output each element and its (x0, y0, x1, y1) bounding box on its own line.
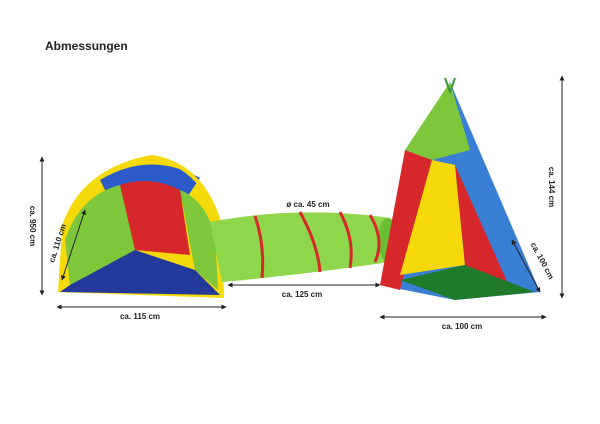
tunnel (210, 211, 398, 282)
dimension-label: ca. 100 cm (529, 241, 556, 281)
dome-tent (58, 154, 224, 298)
dimension-line (61, 209, 86, 281)
dimension-label: ca. 100 cm (442, 322, 482, 331)
teepee (380, 77, 540, 300)
dimension-line (511, 239, 541, 293)
dimension-label: ca. 144 cm (547, 167, 556, 207)
dimension-label: ø ca. 45 cm (286, 200, 329, 209)
dimension-label: ca. 125 cm (282, 290, 322, 299)
dimension-label: ca. 950 cm (28, 206, 37, 246)
title: Abmessungen (45, 39, 128, 53)
dimension-label: ca. 115 cm (120, 312, 160, 321)
